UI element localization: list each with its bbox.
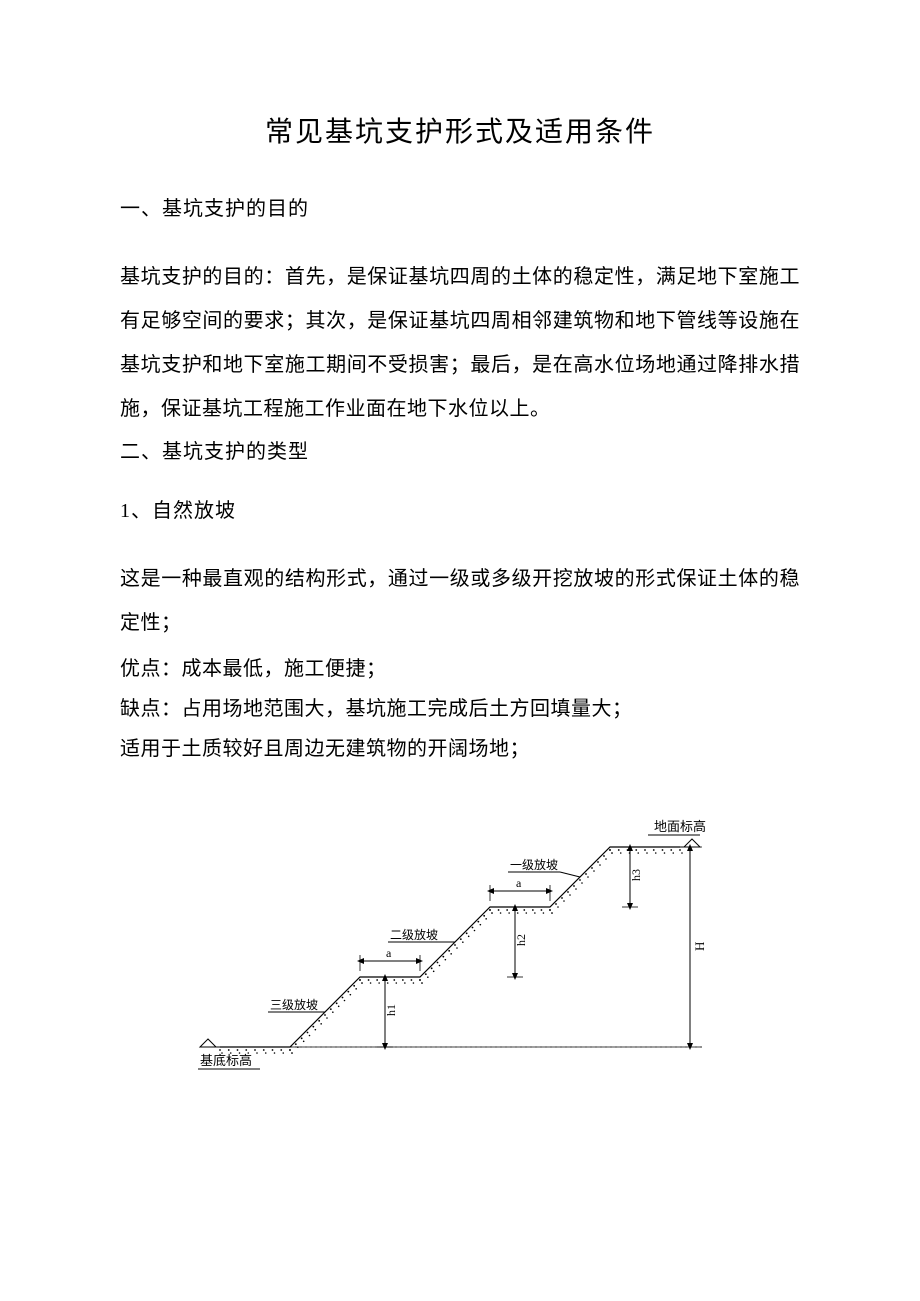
section-2-heading: 二、基坑支护的类型 — [120, 435, 800, 464]
section-1-heading: 一、基坑支护的目的 — [120, 192, 800, 221]
page-title: 常见基坑支护形式及适用条件 — [120, 110, 800, 150]
item-1-advantage: 优点：成本最低，施工便捷； — [120, 649, 800, 689]
svg-text:a: a — [516, 876, 522, 890]
item-1-description: 这是一种最直观的结构形式，通过一级或多级开挖放坡的形式保证土体的稳定性； — [120, 557, 800, 645]
slope-diagram: 地面标高基底标高 一级放坡二级放坡三级放坡 h1 h2 h3 Ha a — [120, 797, 800, 1077]
item-1-heading: 1、自然放坡 — [120, 494, 800, 523]
svg-text:h3: h3 — [629, 869, 643, 881]
svg-text:H: H — [692, 942, 707, 951]
svg-text:三级放坡: 三级放坡 — [270, 997, 318, 1012]
svg-text:一级放坡: 一级放坡 — [510, 857, 558, 872]
svg-text:h2: h2 — [514, 934, 528, 946]
item-1-application: 适用于土质较好且周边无建筑物的开阔场地； — [120, 729, 800, 769]
section-1-paragraph: 基坑支护的目的：首先，是保证基坑四周的土体的稳定性，满足地下室施工有足够空间的要… — [120, 255, 800, 431]
slope-section-svg: 地面标高基底标高 一级放坡二级放坡三级放坡 h1 h2 h3 Ha a — [180, 797, 740, 1077]
svg-text:h1: h1 — [384, 1004, 398, 1016]
svg-text:基底标高: 基底标高 — [200, 1053, 252, 1068]
svg-text:地面标高: 地面标高 — [654, 819, 706, 834]
svg-text:a: a — [386, 946, 392, 960]
item-1-disadvantage: 缺点：占用场地范围大，基坑施工完成后土方回填量大； — [120, 689, 800, 729]
svg-text:二级放坡: 二级放坡 — [390, 927, 438, 942]
